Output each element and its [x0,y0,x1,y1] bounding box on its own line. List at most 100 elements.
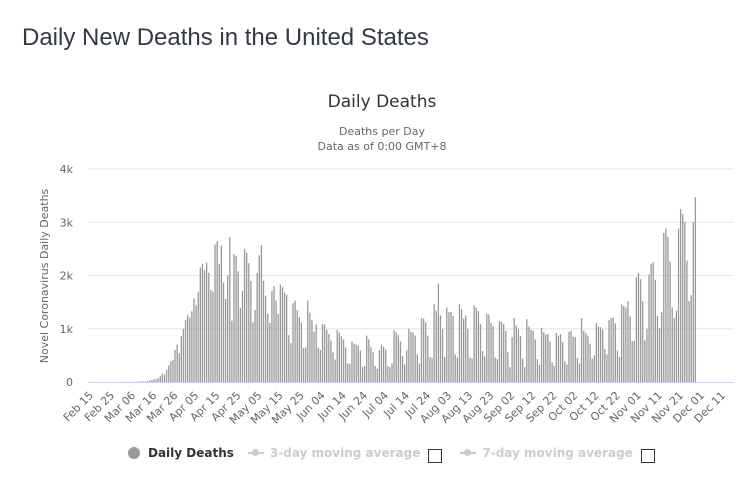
bar[interactable] [151,379,153,382]
bar[interactable] [456,357,458,383]
bar[interactable] [534,339,536,382]
bar[interactable] [692,222,694,382]
bar[interactable] [146,380,149,382]
bar[interactable] [490,322,492,382]
bar[interactable] [431,358,433,382]
bar[interactable] [566,364,568,382]
bar[interactable] [165,369,168,382]
bar[interactable] [450,311,452,382]
bar[interactable] [262,280,265,382]
bar[interactable] [404,364,406,382]
bar[interactable] [168,365,170,382]
bar[interactable] [319,350,322,382]
bar[interactable] [494,357,496,383]
bar[interactable] [614,323,616,382]
bar[interactable] [446,307,448,382]
bar[interactable] [599,327,602,382]
bar[interactable] [296,310,298,382]
bar[interactable] [382,346,385,382]
bar[interactable] [345,347,347,382]
bar[interactable] [673,318,675,382]
bar[interactable] [616,350,619,382]
bar[interactable] [258,255,260,382]
bar[interactable] [340,336,343,382]
bar[interactable] [389,367,391,382]
bar[interactable] [332,352,334,382]
bar[interactable] [363,366,366,382]
bar[interactable] [140,381,142,383]
bar[interactable] [378,350,381,382]
bar[interactable] [661,312,663,382]
bar[interactable] [277,313,279,382]
bar[interactable] [648,274,650,382]
bar[interactable] [637,272,640,382]
bar[interactable] [205,262,208,382]
bar[interactable] [517,329,520,382]
bar[interactable] [387,366,389,382]
legend-item-3-day-average[interactable]: 3-day moving average [247,446,420,460]
bar[interactable] [633,341,635,382]
bar[interactable] [658,328,661,382]
bar[interactable] [184,320,187,382]
bar[interactable] [663,232,665,382]
bar[interactable] [427,335,429,382]
bar[interactable] [602,329,604,382]
bar[interactable] [138,381,140,383]
bar[interactable] [519,336,522,382]
bar[interactable] [642,301,644,382]
bar[interactable] [496,359,498,382]
bar[interactable] [189,317,191,382]
bar[interactable] [208,272,210,382]
bar[interactable] [163,374,166,382]
bar[interactable] [437,283,440,382]
bar[interactable] [576,358,579,382]
bar[interactable] [281,287,284,382]
bar[interactable] [452,315,454,382]
bar[interactable] [412,332,414,382]
bar[interactable] [629,316,631,383]
bar[interactable] [486,313,488,382]
bar[interactable] [256,272,258,382]
bar[interactable] [492,326,494,382]
bar[interactable] [187,314,189,382]
bar[interactable] [583,330,585,382]
bar[interactable] [498,320,501,382]
bar[interactable] [595,322,598,382]
bar[interactable] [260,245,263,382]
bar[interactable] [549,341,551,382]
bar[interactable] [448,312,450,382]
bar[interactable] [597,326,600,382]
bar[interactable] [385,349,387,382]
bar[interactable] [639,279,642,382]
bar[interactable] [229,237,231,382]
bar[interactable] [585,333,587,382]
bar[interactable] [604,348,606,382]
bar[interactable] [193,298,195,382]
bar[interactable] [380,344,383,382]
bar[interactable] [665,228,667,382]
bar[interactable] [420,318,423,382]
bar[interactable] [587,335,589,382]
bar[interactable] [671,307,673,382]
bar[interactable] [524,367,526,382]
bar[interactable] [618,356,621,382]
bar[interactable] [591,358,593,382]
bar[interactable] [500,321,503,382]
bar[interactable] [418,363,421,382]
bar[interactable] [528,326,530,382]
bar[interactable] [399,341,402,382]
bar[interactable] [294,300,296,382]
bar[interactable] [631,341,633,382]
bar[interactable] [142,381,145,382]
bar[interactable] [292,303,294,382]
bar[interactable] [435,310,437,382]
bar[interactable] [174,350,176,382]
bar[interactable] [433,304,435,382]
bar[interactable] [254,310,256,382]
bar[interactable] [644,340,646,382]
bar[interactable] [252,322,254,382]
bar[interactable] [509,367,511,382]
bar[interactable] [467,328,469,382]
legend-item-7-day-average[interactable]: 7-day moving average [460,446,633,460]
bar[interactable] [551,362,553,382]
